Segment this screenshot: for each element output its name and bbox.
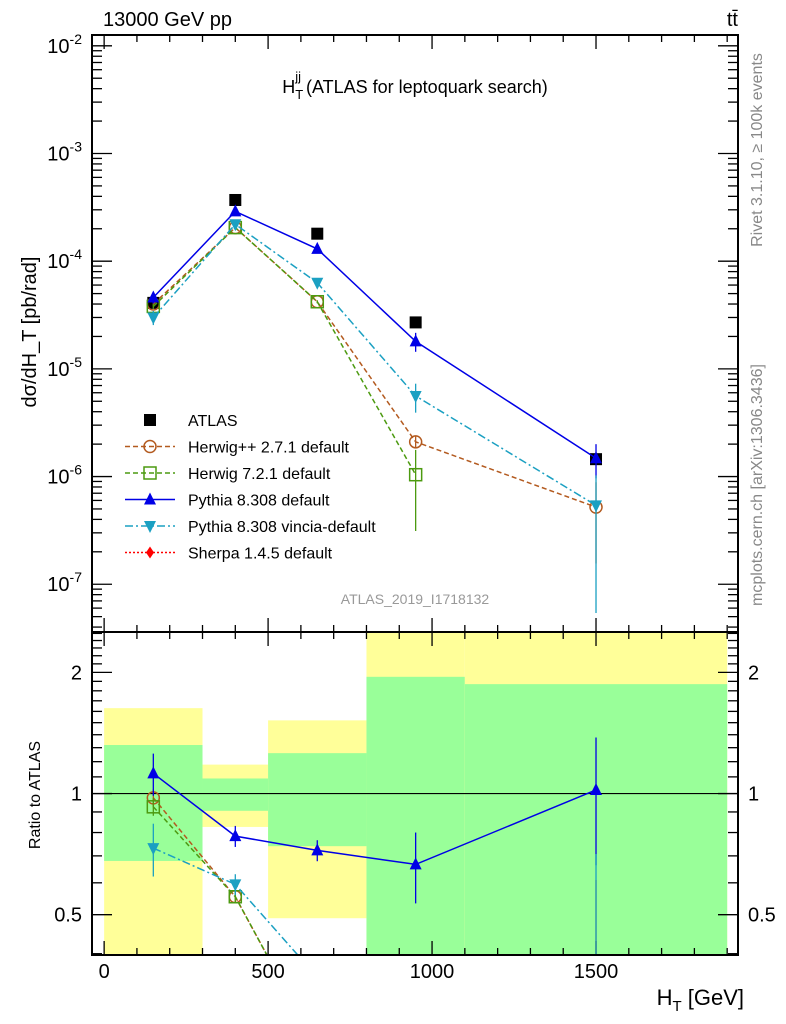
y-tick-label: 10-2: [47, 31, 82, 58]
data-point: [147, 312, 160, 325]
ratio-data-point: [147, 766, 160, 779]
legend-marker: [144, 521, 156, 533]
series-pythia-8-308-default: [147, 204, 603, 479]
energy-label: 13000 GeV pp: [103, 9, 232, 31]
legend-marker: [146, 546, 154, 559]
data-point: [408, 467, 423, 482]
legend: ATLAS Herwig++ 2.7.1 default Herwig 7.2.1 …: [125, 413, 376, 563]
ratio-series-line: [152, 806, 268, 956]
plot-title: HTjj (ATLAS for leptoquark search): [282, 69, 548, 102]
series-herwig-2-7-1-default: [146, 220, 603, 564]
data-point: [310, 294, 325, 309]
rivet-version-label: Rivet 3.1.10, ≥ 100k events: [749, 53, 766, 247]
ratio-band-green: [268, 753, 367, 847]
data-point: [229, 193, 242, 206]
y-axis-label: dσ/dH_T [pb/rad]: [19, 257, 41, 408]
data-point: [409, 334, 422, 347]
ratio-data-point: [147, 843, 160, 856]
legend-marker: [143, 466, 157, 480]
data-point: [409, 390, 422, 403]
data-point: [311, 277, 324, 290]
x-tick-label: 1000: [410, 961, 455, 983]
data-point: [590, 500, 603, 513]
y-tick-label: 10-4: [47, 246, 82, 273]
ratio-data-point: [311, 843, 324, 856]
series-line: [152, 226, 417, 476]
ratio-data-point: [229, 829, 242, 842]
ratio-band-green: [202, 778, 269, 811]
ratio-band-green: [366, 676, 465, 955]
data-point: [147, 290, 160, 303]
legend-label: Herwig 7.2.1 default: [188, 466, 331, 483]
process-label: tt̄: [727, 9, 739, 31]
y-tick-label: 10-7: [47, 569, 82, 596]
x-tick-label: 0: [99, 961, 110, 983]
legend-label: ATLAS: [188, 413, 238, 430]
data-point: [590, 451, 603, 464]
legend-label: Sherpa 1.4.5 default: [188, 546, 333, 563]
ratio-axis-label: Ratio to ATLAS: [27, 741, 44, 849]
legend-label: Pythia 8.308 vincia-default: [188, 519, 376, 536]
legend-marker: [144, 492, 156, 505]
ratio-y-tick-label: 2: [71, 662, 82, 684]
x-axis-label: HT [GeV]: [657, 985, 744, 1015]
y-tick-label: 10-3: [47, 138, 82, 165]
legend-marker: [144, 414, 156, 426]
ratio-series-pythia-8-308-vincia-default: [147, 823, 597, 956]
ratio-plot-frame: [91, 631, 739, 956]
x-tick-label: 1500: [574, 961, 619, 983]
series-herwig-7-2-1-default: [146, 220, 423, 532]
legend-label: Pythia 8.308 default: [188, 493, 330, 510]
ratio-data-point: [146, 800, 161, 814]
ratio-uncertainty-bands: [92, 632, 738, 955]
series-pythia-8-308-vincia-default: [147, 219, 603, 614]
ratio-y-tick-label: 0.5: [54, 905, 82, 927]
series-line: [152, 223, 597, 506]
y-tick-label: 10-5: [47, 354, 82, 381]
data-point: [409, 316, 422, 329]
ratio-y-tick-label-right: 1: [748, 784, 759, 806]
data-point: [311, 241, 324, 254]
main-plot-frame: [91, 34, 739, 633]
ratio-series-pythia-8-308-default: [147, 737, 603, 904]
x-tick-label: 500: [251, 961, 284, 983]
ratio-data-point: [590, 782, 603, 795]
ratio-y-tick-label-right: 0.5: [748, 905, 776, 927]
data-point: [229, 204, 242, 217]
ratio-data-point: [409, 857, 422, 870]
data-point: [311, 227, 324, 240]
ratio-data-point: [229, 879, 242, 892]
data-series: [146, 193, 603, 956]
axis-ticks: 0 500 1000 1500 10-7 10-6 10-5 10-4 10-3 10-2 0.5 0…: [47, 31, 776, 983]
mcplots-label: mcplots.cern.ch [arXiv:1306.3436]: [749, 364, 766, 606]
legend-label: Herwig++ 2.7.1 default: [188, 440, 350, 457]
analysis-id-watermark: ATLAS_2019_I1718132: [341, 591, 490, 607]
ratio-y-tick-label-right: 2: [748, 662, 759, 684]
data-point: [408, 435, 423, 449]
y-tick-label: 10-6: [47, 462, 82, 489]
data-point: [229, 219, 242, 232]
ratio-y-tick-label: 1: [71, 784, 82, 806]
legend-marker: [143, 439, 157, 454]
